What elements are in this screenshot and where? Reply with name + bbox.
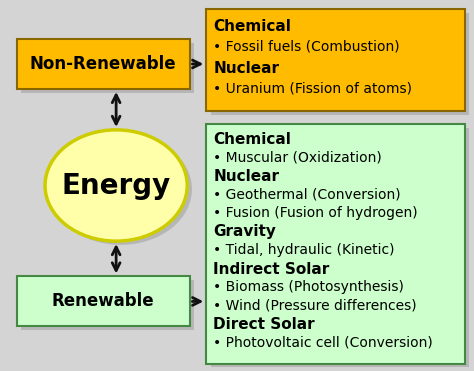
Text: • Uranium (Fission of atoms): • Uranium (Fission of atoms): [213, 82, 412, 96]
Text: • Fossil fuels (Combustion): • Fossil fuels (Combustion): [213, 40, 400, 54]
FancyBboxPatch shape: [17, 276, 190, 326]
Text: Chemical: Chemical: [213, 19, 291, 33]
Ellipse shape: [45, 130, 187, 241]
Text: Non-Renewable: Non-Renewable: [30, 55, 176, 73]
Text: • Tidal, hydraulic (Kinetic): • Tidal, hydraulic (Kinetic): [213, 243, 395, 257]
FancyBboxPatch shape: [21, 280, 194, 330]
Text: • Muscular (Oxidization): • Muscular (Oxidization): [213, 150, 382, 164]
Text: Chemical: Chemical: [213, 132, 291, 147]
Ellipse shape: [50, 134, 192, 245]
Text: Indirect Solar: Indirect Solar: [213, 262, 329, 276]
FancyBboxPatch shape: [206, 9, 465, 111]
FancyBboxPatch shape: [211, 13, 469, 115]
FancyBboxPatch shape: [211, 128, 469, 367]
Text: • Fusion (Fusion of hydrogen): • Fusion (Fusion of hydrogen): [213, 206, 418, 220]
Text: Gravity: Gravity: [213, 224, 276, 239]
Text: • Geothermal (Conversion): • Geothermal (Conversion): [213, 187, 401, 201]
FancyBboxPatch shape: [17, 39, 190, 89]
Text: Energy: Energy: [62, 171, 171, 200]
Text: • Photovoltaic cell (Conversion): • Photovoltaic cell (Conversion): [213, 336, 433, 350]
FancyBboxPatch shape: [21, 43, 194, 93]
Text: Direct Solar: Direct Solar: [213, 317, 315, 332]
Text: Nuclear: Nuclear: [213, 61, 279, 76]
Text: • Biomass (Photosynthesis): • Biomass (Photosynthesis): [213, 280, 404, 294]
FancyBboxPatch shape: [206, 124, 465, 364]
Text: Nuclear: Nuclear: [213, 169, 279, 184]
Text: • Wind (Pressure differences): • Wind (Pressure differences): [213, 299, 417, 313]
Text: Renewable: Renewable: [52, 292, 155, 311]
